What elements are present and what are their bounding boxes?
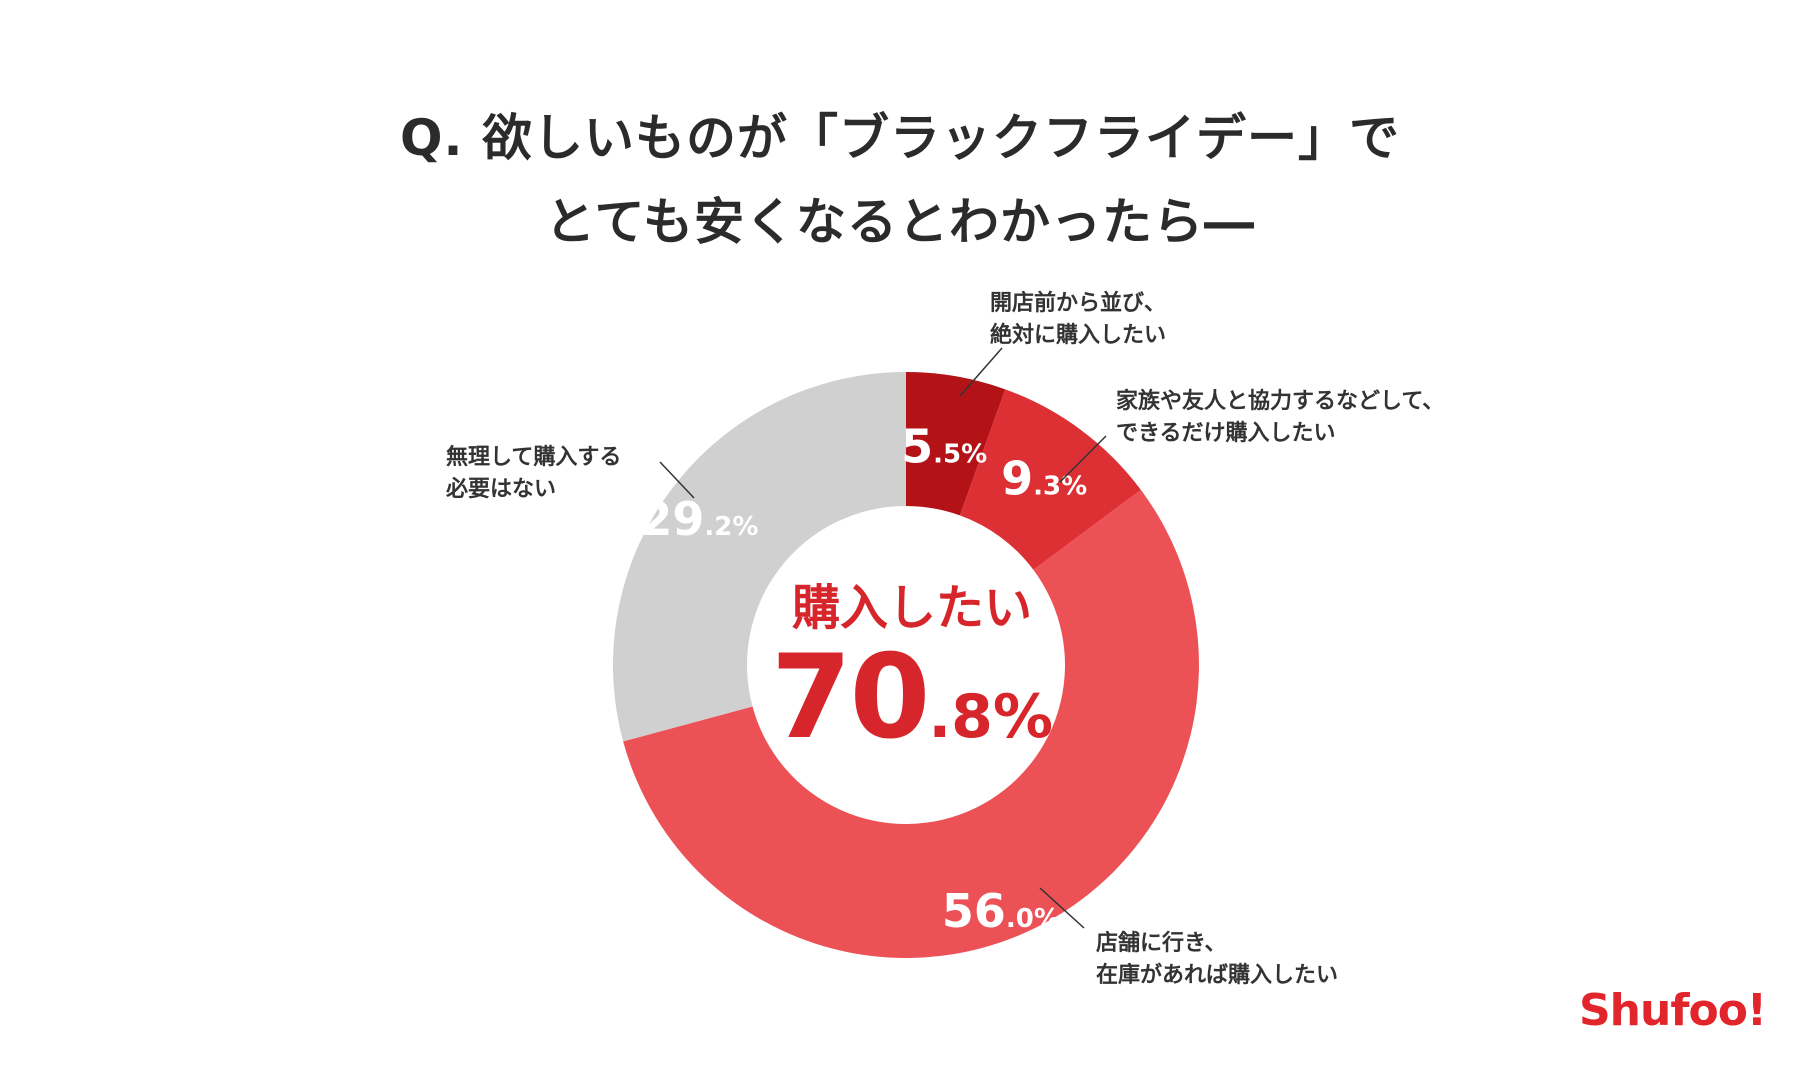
chart-title: Q. 欲しいものが「ブラックフライデー」で とても安くなるとわかったら―: [0, 96, 1800, 264]
category-label-0-line1: 開店前から並び、: [990, 291, 1167, 316]
category-label-cooperate: 家族や友人と協力するなどして、 できるだけ購入したい: [1116, 386, 1444, 450]
category-label-2-line1: 店舗に行き、: [1096, 931, 1227, 956]
slice-value-label-2: 56.0%: [942, 884, 1060, 938]
donut-slice-2: [623, 489, 1200, 959]
slice-value-label-0: 5.5%: [901, 419, 987, 473]
category-label-not-necessary: 無理して購入する 必要はない: [446, 442, 621, 506]
category-label-0-line2: 絶対に購入したい: [990, 323, 1167, 348]
leader-line-2: [1039, 887, 1085, 929]
category-label-line-up-early: 開店前から並び、 絶対に購入したい: [990, 288, 1166, 352]
donut-slice-0: [906, 372, 1006, 516]
category-label-2-line2: 在庫があれば購入したい: [1096, 963, 1339, 988]
donut-slice-1: [959, 389, 1141, 570]
leader-line-0: [959, 347, 1003, 397]
center-label: 購入したい: [791, 580, 1032, 636]
category-label-3-line1: 無理して購入する: [446, 445, 622, 470]
category-label-if-in-stock: 店舗に行き、 在庫があれば購入したい: [1096, 928, 1338, 992]
center-value: 70.8%: [712, 640, 1112, 756]
category-label-3-line2: 必要はない: [446, 477, 557, 502]
center-value-frac: .8%: [928, 682, 1054, 752]
leader-line-1: [1059, 435, 1107, 483]
leader-line-3: [659, 461, 695, 499]
donut-slice-3: [613, 372, 906, 742]
category-label-1-line1: 家族や友人と協力するなどして、: [1116, 389, 1445, 414]
chart-title-line-2: とても安くなるとわかったら―: [545, 193, 1255, 251]
slice-value-label-1: 9.3%: [1001, 452, 1087, 506]
center-value-whole: 70: [770, 630, 930, 765]
chart-title-line-1: Q. 欲しいものが「ブラックフライデー」で: [400, 109, 1400, 167]
shufoo-logo: Shufoo!: [1578, 985, 1767, 1036]
slice-value-label-3: 29.2%: [640, 492, 758, 546]
category-label-1-line2: できるだけ購入したい: [1116, 421, 1336, 446]
